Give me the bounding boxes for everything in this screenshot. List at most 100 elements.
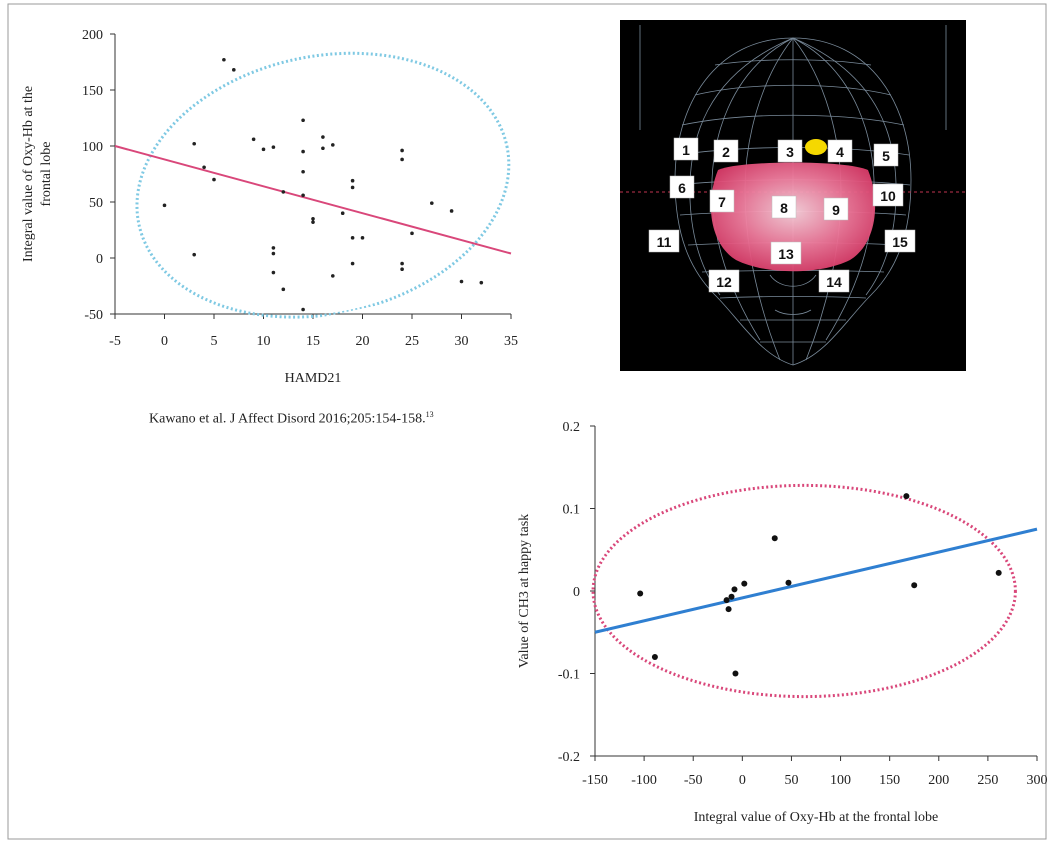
data-point: [400, 148, 404, 153]
channel-box-11: [648, 229, 680, 253]
y-tick-label: 150: [82, 84, 103, 99]
data-point: [771, 535, 778, 542]
data-point: [301, 169, 305, 174]
channel-label-11: 11: [657, 234, 672, 250]
channel-box-4: [827, 139, 853, 163]
y-tick-label: 0: [573, 585, 580, 600]
data-point: [400, 157, 404, 162]
data-point: [301, 193, 305, 198]
data-point: [360, 236, 365, 240]
y-tick-label: 50: [89, 196, 103, 211]
y-tick-label: 0.2: [563, 420, 581, 435]
head-channel-diagram: 1 2 3 4 5 6 7 8 9 10 11 12 13 14 15: [620, 20, 966, 371]
chart-ch3-svg: -150 -100 -50 0 50 100 150 200 250 300 -0.2 -0.1 0 0.…: [517, 420, 1048, 825]
x-tick-label: 50: [784, 773, 798, 788]
data-point: [741, 580, 748, 587]
yellow-marker: [805, 139, 827, 155]
data-point: [301, 118, 305, 123]
data-point: [723, 597, 730, 604]
x-tick-label: 20: [356, 334, 370, 349]
data-point: [281, 190, 286, 194]
x-tick-label: 100: [830, 773, 851, 788]
x-tick-label: 250: [977, 773, 998, 788]
data-point: [321, 146, 325, 151]
data-point: [202, 165, 206, 170]
data-point: [251, 137, 256, 142]
channel-box-14: [818, 269, 850, 293]
y-tick-label: -0.2: [558, 750, 580, 765]
y-tick-label: -0.1: [558, 668, 580, 683]
x-tick-label: 10: [257, 334, 271, 349]
channel-label-6: 6: [678, 180, 686, 196]
y-axis-label: Integral value of Oxy-Hb at the frontal l…: [21, 86, 54, 262]
data-point: [410, 231, 414, 236]
data-point: [192, 141, 196, 146]
channel-label-7: 7: [718, 194, 726, 210]
channel-box-8: [771, 195, 797, 219]
x-tick-label: 200: [928, 773, 949, 788]
regression-line: [594, 527, 1038, 634]
x-axis-label: HAMD21: [285, 371, 342, 386]
data-point: [301, 307, 305, 312]
data-point: [725, 606, 732, 613]
channel-box-9: [823, 197, 849, 221]
channel-label-1: 1: [682, 142, 690, 158]
data-point: [651, 654, 658, 660]
citation-ref: 13: [425, 410, 434, 419]
channel-label-13: 13: [778, 246, 794, 262]
channel-box-7: [709, 189, 735, 213]
channel-label-10: 10: [880, 188, 896, 204]
channel-label-5: 5: [882, 148, 890, 164]
data-point: [479, 280, 484, 285]
data-point: [430, 201, 434, 205]
data-point: [162, 203, 167, 208]
data-point: [785, 579, 792, 586]
x-tick-label: 25: [405, 334, 419, 349]
y-tick-label: -50: [84, 308, 103, 323]
data-point: [995, 569, 1002, 576]
channel-box-1: [673, 137, 699, 161]
x-tick-label: 0: [739, 773, 746, 788]
channel-box-5: [873, 143, 899, 167]
x-tick-label: -100: [631, 773, 657, 788]
confidence-ellipse: [591, 483, 1017, 699]
x-tick-label: 300: [1027, 773, 1048, 788]
data-point: [281, 287, 286, 292]
y-tick-label: 0.1: [563, 503, 581, 518]
data-point: [331, 143, 335, 147]
data-point: [728, 593, 735, 600]
channel-label-8: 8: [780, 200, 788, 216]
y-axis-label-line: Integral value of Oxy-Hb at the: [21, 86, 36, 262]
data-point: [232, 68, 236, 72]
data-point: [350, 261, 355, 266]
data-point: [350, 236, 355, 240]
channel-label-15: 15: [892, 234, 908, 250]
y-tick-label: 100: [82, 140, 103, 155]
channel-box-3: [777, 139, 803, 163]
channel-box-10: [872, 183, 904, 207]
data-point: [271, 145, 276, 149]
data-point: [192, 252, 196, 257]
data-point: [449, 209, 454, 213]
data-point: [637, 590, 644, 597]
channel-label-2: 2: [722, 144, 730, 160]
data-point: [731, 586, 738, 593]
x-tick-label: -5: [109, 334, 121, 349]
x-tick-label: -150: [582, 773, 608, 788]
data-point: [321, 135, 325, 139]
data-point: [271, 270, 276, 275]
data-point: [400, 267, 404, 272]
confidence-ellipse: [135, 51, 511, 319]
citation: Kawano et al. J Affect Disord 2016;205:1…: [149, 410, 434, 428]
regression-line: [114, 145, 512, 255]
x-tick-label: 150: [879, 773, 900, 788]
chart-ch3-scatter: -150 -100 -50 0 50 100 150 200 250 300 -0.2 -0.1 0 0.…: [500, 400, 1054, 841]
channel-box-12: [708, 269, 740, 293]
data-point: [271, 251, 276, 256]
data-point: [301, 149, 305, 154]
data-point: [732, 670, 739, 677]
channel-box-15: [884, 229, 916, 253]
y-axis-label-line: Value of CH3 at happy task: [517, 514, 532, 668]
data-point: [212, 177, 216, 182]
